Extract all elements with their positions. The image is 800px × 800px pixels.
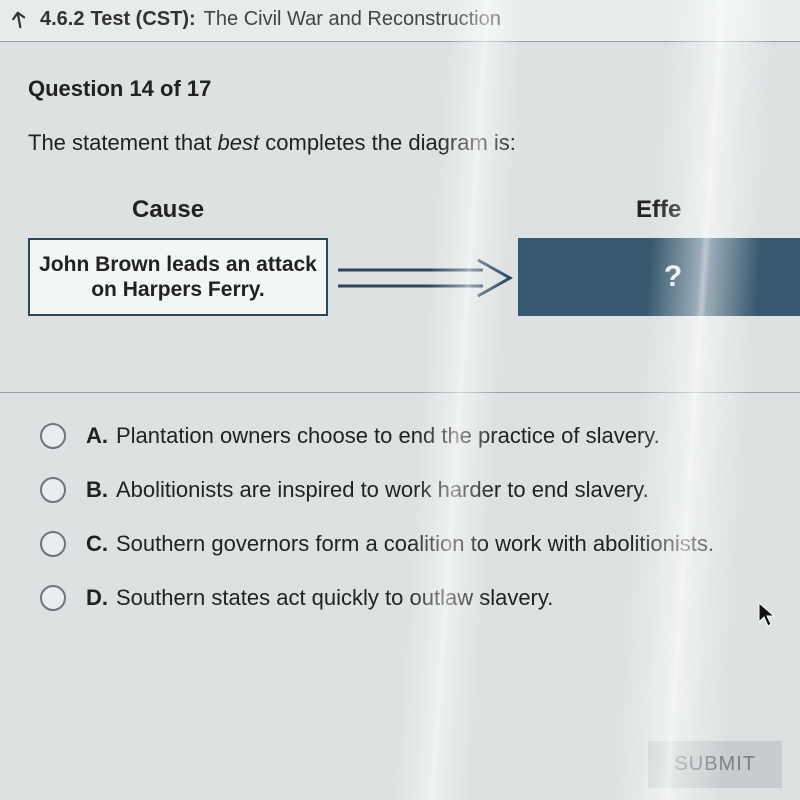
option-c[interactable]: C. Southern governors form a coalition t… bbox=[40, 531, 772, 557]
cause-effect-diagram: Cause Effe John Brown leads an attack on… bbox=[28, 196, 772, 366]
test-type-label: Test (CST): bbox=[90, 8, 195, 31]
option-text: Plantation owners choose to end the prac… bbox=[116, 423, 660, 449]
option-text: Abolitionists are inspired to work harde… bbox=[116, 477, 649, 503]
answer-options: A. Plantation owners choose to end the p… bbox=[28, 423, 772, 611]
cause-column-label: Cause bbox=[132, 196, 204, 224]
back-arrow-icon[interactable] bbox=[8, 9, 30, 31]
question-counter: Question 14 of 17 bbox=[28, 76, 772, 102]
arrow-icon bbox=[338, 258, 513, 298]
option-a[interactable]: A. Plantation owners choose to end the p… bbox=[40, 423, 772, 449]
option-b[interactable]: B. Abolitionists are inspired to work ha… bbox=[40, 477, 772, 503]
radio-icon[interactable] bbox=[40, 585, 66, 611]
option-letter: C. bbox=[86, 531, 108, 557]
radio-icon[interactable] bbox=[40, 477, 66, 503]
test-title: The Civil War and Reconstruction bbox=[204, 8, 501, 31]
submit-button[interactable]: SUBMIT bbox=[648, 741, 782, 788]
option-letter: D. bbox=[86, 585, 108, 611]
effect-column-label: Effe bbox=[636, 196, 681, 224]
radio-icon[interactable] bbox=[40, 531, 66, 557]
option-letter: A. bbox=[86, 423, 108, 449]
test-code: 4.6.2 bbox=[40, 8, 84, 31]
test-header: 4.6.2 Test (CST): The Civil War and Reco… bbox=[0, 0, 800, 42]
option-letter: B. bbox=[86, 477, 108, 503]
question-prompt: The statement that best completes the di… bbox=[28, 130, 772, 156]
prompt-pre: The statement that bbox=[28, 130, 218, 155]
cause-box: John Brown leads an attack on Harpers Fe… bbox=[28, 238, 328, 316]
section-divider bbox=[0, 392, 800, 393]
effect-box: ? bbox=[518, 238, 800, 316]
question-area: Question 14 of 17 The statement that bes… bbox=[0, 42, 800, 611]
prompt-post: completes the diagram is: bbox=[259, 130, 516, 155]
option-text: Southern states act quickly to outlaw sl… bbox=[116, 585, 553, 611]
prompt-italic: best bbox=[218, 130, 260, 155]
option-d[interactable]: D. Southern states act quickly to outlaw… bbox=[40, 585, 772, 611]
radio-icon[interactable] bbox=[40, 423, 66, 449]
option-text: Southern governors form a coalition to w… bbox=[116, 531, 714, 557]
